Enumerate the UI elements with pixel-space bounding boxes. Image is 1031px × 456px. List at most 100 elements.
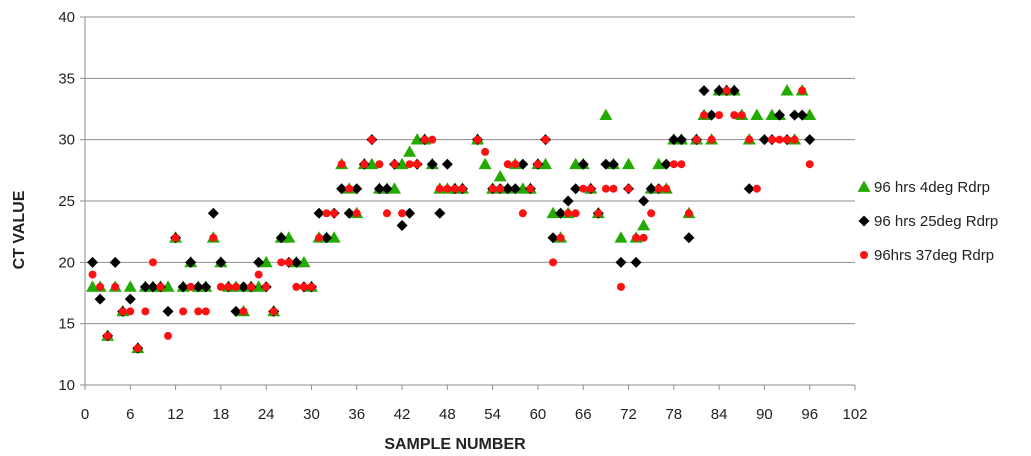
data-point xyxy=(758,134,770,146)
data-point xyxy=(774,109,786,121)
data-point xyxy=(571,209,580,218)
data-point xyxy=(783,135,792,144)
data-point xyxy=(502,183,514,195)
x-tick-label: 42 xyxy=(394,406,411,423)
data-point xyxy=(275,232,287,244)
data-point xyxy=(313,207,325,219)
legend-entry: 96 hrs 25deg Rdrp xyxy=(858,213,998,230)
data-point xyxy=(804,134,816,146)
data-point xyxy=(231,282,240,291)
data-point xyxy=(194,307,203,316)
data-point xyxy=(352,209,361,218)
y-tick-label: 20 xyxy=(58,254,75,271)
data-point xyxy=(307,282,316,291)
data-point xyxy=(555,207,567,219)
x-tick-label: 90 xyxy=(756,406,773,423)
data-point xyxy=(637,219,651,231)
data-point xyxy=(88,270,97,279)
x-tick-label: 96 xyxy=(801,406,818,423)
data-point xyxy=(511,160,520,169)
data-point xyxy=(396,220,408,232)
data-point xyxy=(630,256,642,268)
data-point xyxy=(624,184,633,193)
x-tick-label: 18 xyxy=(213,406,230,423)
data-point xyxy=(147,281,159,293)
data-point xyxy=(493,169,507,182)
data-point xyxy=(654,184,663,193)
data-point xyxy=(728,85,740,97)
data-point xyxy=(123,280,137,292)
data-point xyxy=(803,108,817,121)
legend-label: 96 hrs 4deg Rdrp xyxy=(874,179,990,196)
data-point xyxy=(496,184,505,193)
data-point xyxy=(556,233,565,242)
data-point xyxy=(798,86,807,95)
data-point xyxy=(577,158,589,170)
data-point xyxy=(645,183,657,195)
data-point xyxy=(87,256,99,268)
data-point xyxy=(200,281,212,293)
data-point xyxy=(775,135,784,144)
data-point xyxy=(259,255,273,268)
data-point xyxy=(330,209,339,218)
data-point xyxy=(209,233,218,242)
data-point xyxy=(450,184,459,193)
data-point xyxy=(201,307,210,316)
data-point xyxy=(254,270,263,279)
data-point xyxy=(381,183,393,195)
data-point xyxy=(179,307,188,316)
data-point xyxy=(403,145,417,157)
data-point xyxy=(247,282,256,291)
data-point xyxy=(262,282,271,291)
y-tick-label: 35 xyxy=(58,70,75,87)
data-point xyxy=(426,158,438,170)
data-point xyxy=(683,232,695,244)
x-tick-label: 78 xyxy=(665,406,682,423)
data-point xyxy=(632,233,641,242)
data-point xyxy=(126,307,135,316)
x-tick-label: 6 xyxy=(126,406,134,423)
data-point xyxy=(660,158,672,170)
data-point xyxy=(745,135,754,144)
data-point xyxy=(434,207,446,219)
data-point xyxy=(526,184,535,193)
series-3 xyxy=(88,86,814,353)
data-point xyxy=(345,184,354,193)
data-point xyxy=(299,282,308,291)
data-point xyxy=(315,233,324,242)
data-point xyxy=(215,256,227,268)
data-point xyxy=(365,157,379,170)
data-point xyxy=(615,256,627,268)
data-point xyxy=(594,209,603,218)
data-point xyxy=(698,85,710,97)
data-point xyxy=(517,158,529,170)
data-point xyxy=(238,281,250,293)
data-point xyxy=(600,158,612,170)
data-point xyxy=(428,135,437,144)
data-point xyxy=(133,344,142,353)
data-point xyxy=(789,109,801,121)
data-point xyxy=(684,209,693,218)
data-point xyxy=(277,258,286,267)
data-point xyxy=(601,184,610,193)
data-point xyxy=(224,282,233,291)
legend-marker xyxy=(858,215,870,227)
data-point xyxy=(538,157,552,170)
data-point xyxy=(518,209,527,218)
data-point xyxy=(722,86,731,95)
data-point xyxy=(337,160,346,169)
data-point xyxy=(700,111,709,120)
x-tick-label: 102 xyxy=(842,406,867,423)
y-tick-label: 30 xyxy=(58,132,75,149)
data-point xyxy=(767,135,776,144)
data-point xyxy=(373,183,385,195)
y-tick-label: 40 xyxy=(58,9,75,26)
x-tick-label: 48 xyxy=(439,406,456,423)
data-point xyxy=(652,157,666,170)
y-tick-label: 10 xyxy=(58,377,75,394)
data-point xyxy=(752,184,761,193)
data-point xyxy=(692,135,701,144)
data-point xyxy=(109,256,121,268)
legend-marker xyxy=(860,251,868,259)
data-point xyxy=(413,160,422,169)
